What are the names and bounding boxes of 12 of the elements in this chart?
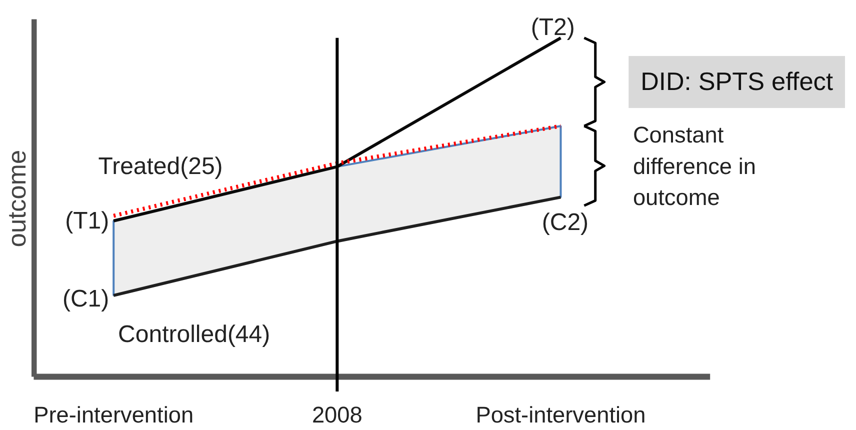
- annotation: Treated(25): [98, 153, 223, 180]
- y-axis-title: outcome: [632, 184, 720, 210]
- annotation: DID: SPTS effect: [640, 68, 833, 96]
- x-tick-label: Pre-intervention: [34, 402, 194, 428]
- text: outcome: [4, 150, 32, 248]
- annotation: (C1): [62, 285, 110, 312]
- annotation: (T2): [530, 14, 575, 42]
- annotation: (T1): [65, 207, 110, 234]
- annotation: (C2): [542, 209, 589, 236]
- annotation: Controlled(44): [118, 320, 270, 348]
- x-tick-label: 2008: [312, 402, 362, 428]
- x-tick-label: Post-intervention: [476, 402, 646, 428]
